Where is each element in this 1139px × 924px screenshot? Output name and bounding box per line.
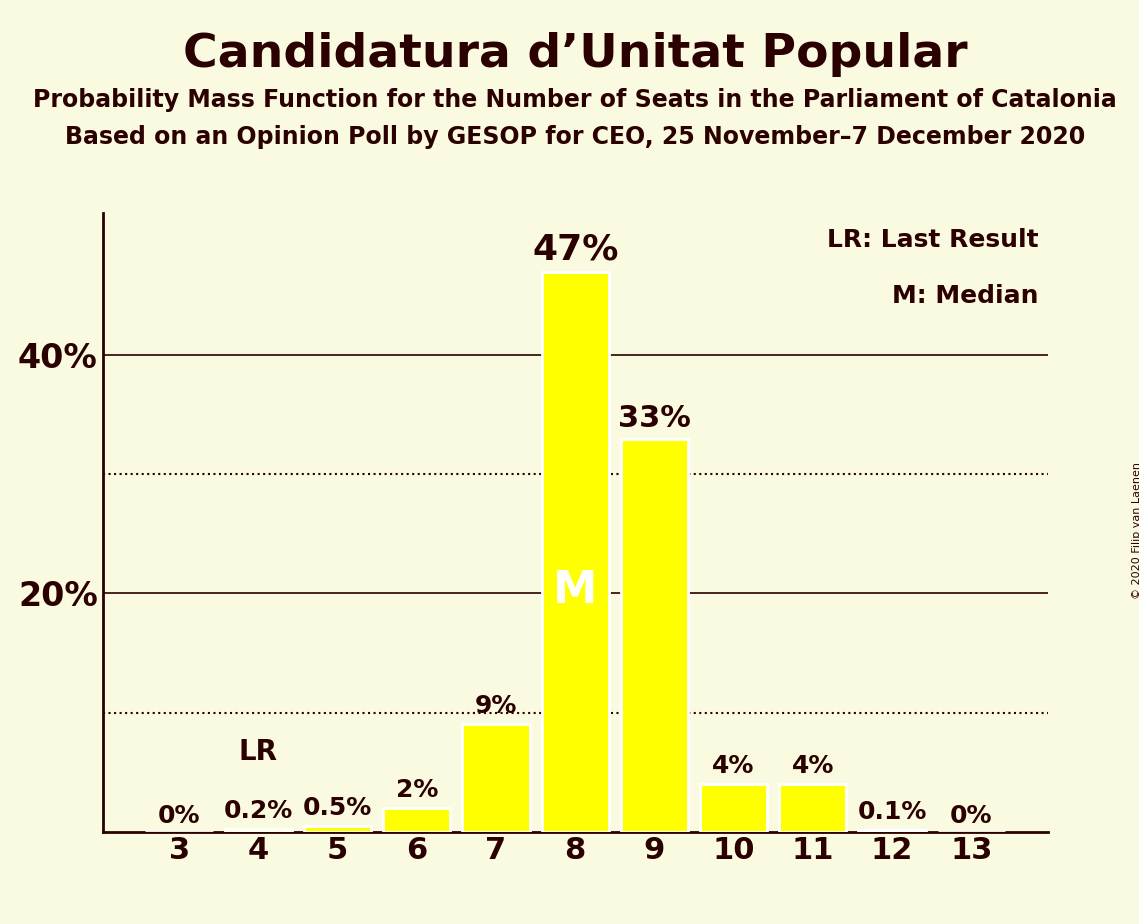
Text: 0%: 0% [158,804,200,828]
Text: 0.1%: 0.1% [858,800,927,824]
Text: 4%: 4% [712,754,755,778]
Bar [224,829,292,832]
Text: 47%: 47% [532,232,618,266]
Text: Based on an Opinion Poll by GESOP for CEO, 25 November–7 December 2020: Based on an Opinion Poll by GESOP for CE… [65,125,1085,149]
Text: LR: LR [239,738,278,766]
Text: M: Median: M: Median [892,284,1039,308]
Bar [700,784,768,832]
Text: Probability Mass Function for the Number of Seats in the Parliament of Catalonia: Probability Mass Function for the Number… [33,88,1117,112]
Text: M: M [554,569,597,613]
Text: 0.5%: 0.5% [303,796,372,820]
Bar [462,724,530,832]
Bar [621,439,688,832]
Bar [383,808,450,832]
Text: 33%: 33% [618,404,691,432]
Text: Candidatura d’Unitat Popular: Candidatura d’Unitat Popular [183,32,967,78]
Bar [779,784,846,832]
Bar [541,272,609,832]
Text: 0%: 0% [950,804,992,828]
Text: LR: Last Result: LR: Last Result [827,228,1039,252]
Bar [304,826,371,832]
Text: 0.2%: 0.2% [223,799,293,823]
Bar [859,831,926,832]
Text: 4%: 4% [792,754,834,778]
Text: 2%: 2% [395,778,439,802]
Text: 9%: 9% [475,695,517,719]
Text: © 2020 Filip van Laenen: © 2020 Filip van Laenen [1132,462,1139,599]
